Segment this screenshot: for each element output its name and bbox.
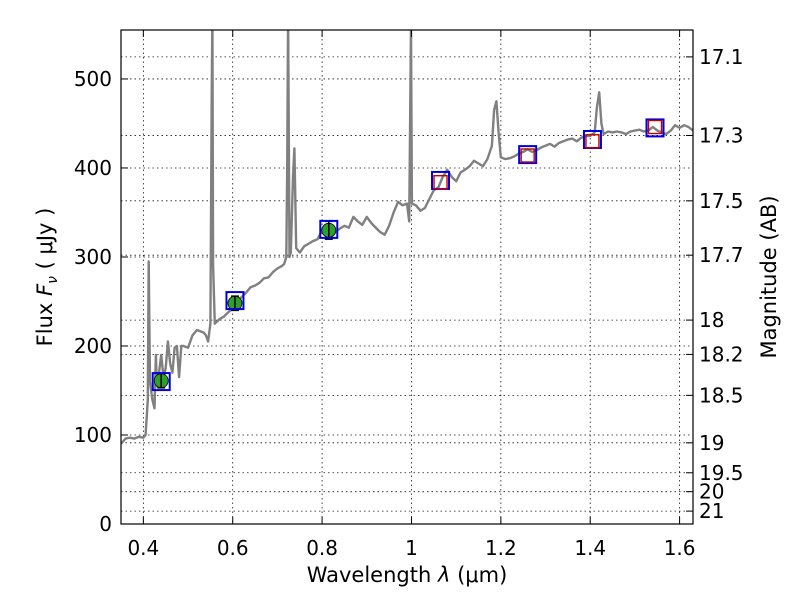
y-tick-label: 100: [74, 423, 112, 447]
x-tick-label: 1.2: [485, 536, 517, 560]
y-tick-label: 300: [74, 245, 112, 269]
y-axis-label-symbol: F: [33, 283, 57, 296]
plot-frame: [120, 29, 694, 525]
synthetic-photometry-square: [225, 291, 245, 311]
mag-tick-label: 18.2: [699, 342, 744, 366]
x-axis-label-unit: (μm): [457, 563, 507, 587]
x-axis-label-symbol: λ: [437, 563, 450, 587]
mag-tick-label: 17.3: [699, 123, 744, 147]
mag-tick-label: 18: [699, 308, 724, 332]
synthetic-photometry-square: [319, 219, 339, 239]
model-photometry-square: [585, 134, 600, 149]
photometry-markers: [151, 118, 665, 392]
model-photometry-square: [433, 175, 448, 190]
mag-tick-label: 18.5: [699, 383, 744, 407]
y-tick-label: 200: [74, 334, 112, 358]
mag-tick-label: 19.5: [699, 461, 744, 485]
x-axis-label: Wavelength λ (μm): [307, 563, 508, 587]
model-photometry-square: [647, 119, 663, 135]
mag-tick-label: 19: [699, 431, 724, 455]
mag-tick-label: 20: [699, 480, 724, 504]
plot-background: [121, 30, 693, 524]
spectrum-series: [121, 30, 693, 445]
model-photometry-square: [520, 148, 535, 163]
mag-tick-label: 17.7: [699, 243, 744, 267]
y-axis-label-unit: ( μJy ): [33, 208, 57, 270]
y-tick-label: 0: [99, 512, 112, 536]
x-tick-label: 0.4: [127, 536, 159, 560]
mag-tick-label: 17.1: [699, 45, 744, 69]
spectrum-line: [121, 30, 693, 445]
y-tick-label: 500: [74, 67, 112, 91]
x-tick-label: 1: [405, 536, 418, 560]
x-tick-label: 1.4: [574, 536, 606, 560]
y-tick-label: 400: [74, 156, 112, 180]
x-tick-label: 1.6: [664, 536, 696, 560]
synthetic-photometry-square: [151, 372, 171, 392]
x-tick-label: 0.8: [306, 536, 338, 560]
mag-tick-label: 21: [699, 499, 724, 523]
y-axis-label-subscript: ν: [45, 276, 61, 284]
x-tick-label: 0.6: [217, 536, 249, 560]
y-axis-label-prefix: Flux: [33, 303, 57, 347]
x-axis-label-prefix: Wavelength: [307, 563, 432, 587]
y-axis-label: Flux Fν ( μJy ): [33, 208, 62, 347]
synthetic-photometry-square: [518, 145, 538, 165]
mag-tick-label: 17.5: [699, 189, 744, 213]
y2-axis-label: Magnitude (AB): [757, 195, 781, 358]
synthetic-photometry-square: [645, 118, 665, 138]
axis-ticks: 0.4 0.6 0.8 1 1.2 1.4 1.6 0 100 200 300 400 500 17.1 1…: [74, 30, 744, 560]
